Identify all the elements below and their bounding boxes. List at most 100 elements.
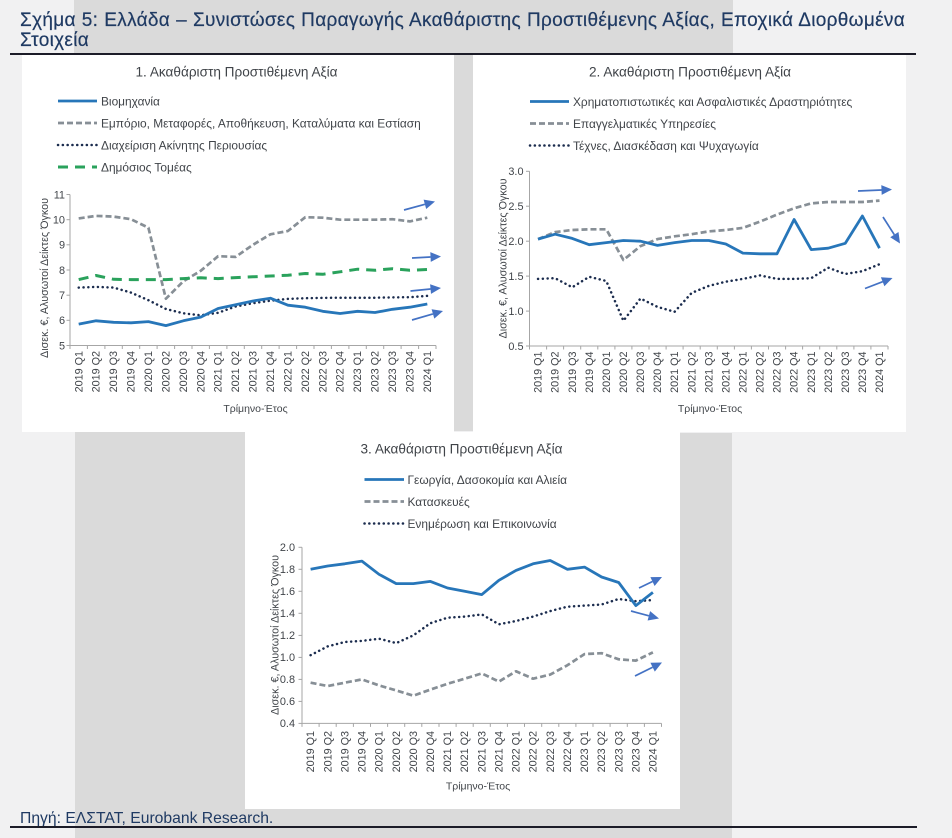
svg-text:2021 Q3: 2021 Q3 xyxy=(476,731,488,772)
svg-text:2022 Q3: 2022 Q3 xyxy=(772,352,784,393)
svg-text:2020 Q1: 2020 Q1 xyxy=(143,351,155,392)
svg-text:2024 Q1: 2024 Q1 xyxy=(648,731,660,772)
svg-text:2020 Q3: 2020 Q3 xyxy=(408,731,420,772)
svg-text:5: 5 xyxy=(59,340,65,352)
svg-text:1.4: 1.4 xyxy=(280,608,295,620)
svg-text:Ενημέρωση και Επικοινωνία: Ενημέρωση και Επικοινωνία xyxy=(408,517,557,531)
svg-text:Εμπόριο, Μεταφορές, Αποθήκευση: Εμπόριο, Μεταφορές, Αποθήκευση, Καταλύμα… xyxy=(101,116,421,130)
svg-text:0.8: 0.8 xyxy=(280,674,295,686)
svg-text:2022 Q1: 2022 Q1 xyxy=(511,731,523,772)
svg-text:2021 Q3: 2021 Q3 xyxy=(703,352,715,393)
svg-text:2019 Q1: 2019 Q1 xyxy=(73,351,85,392)
svg-text:2022 Q4: 2022 Q4 xyxy=(789,352,801,393)
svg-text:Επαγγελματικές Υπηρεσίες: Επαγγελματικές Υπηρεσίες xyxy=(573,117,716,131)
svg-text:2021 Q4: 2021 Q4 xyxy=(720,352,732,393)
svg-text:2021 Q1: 2021 Q1 xyxy=(442,731,454,772)
svg-text:2020 Q4: 2020 Q4 xyxy=(425,731,437,772)
svg-text:2020 Q3: 2020 Q3 xyxy=(178,351,190,392)
svg-text:2020 Q1: 2020 Q1 xyxy=(601,352,613,393)
svg-text:2021 Q3: 2021 Q3 xyxy=(248,351,260,392)
svg-text:2023 Q3: 2023 Q3 xyxy=(613,731,625,772)
svg-text:10: 10 xyxy=(53,215,65,227)
svg-text:2021 Q2: 2021 Q2 xyxy=(686,352,698,393)
svg-text:Δισεκ. €, Αλυσωτοί Δείκτες Όγκ: Δισεκ. €, Αλυσωτοί Δείκτες Όγκου xyxy=(39,198,51,358)
svg-text:2.0: 2.0 xyxy=(280,542,295,554)
svg-text:0.5: 0.5 xyxy=(508,341,523,353)
svg-text:2022 Q3: 2022 Q3 xyxy=(545,731,557,772)
svg-text:2023 Q3: 2023 Q3 xyxy=(387,351,399,392)
svg-text:1.0: 1.0 xyxy=(280,652,295,664)
svg-text:1.2: 1.2 xyxy=(280,630,295,642)
svg-text:Διαχείριση Ακίνητης Περιουσίας: Διαχείριση Ακίνητης Περιουσίας xyxy=(101,138,267,152)
svg-text:2019 Q4: 2019 Q4 xyxy=(126,351,138,392)
svg-text:2024 Q1: 2024 Q1 xyxy=(422,351,434,392)
svg-text:2019 Q4: 2019 Q4 xyxy=(584,352,596,393)
svg-text:2023 Q1: 2023 Q1 xyxy=(806,352,818,393)
svg-text:2024 Q1: 2024 Q1 xyxy=(874,352,886,393)
svg-text:2019 Q2: 2019 Q2 xyxy=(91,351,103,392)
svg-text:Τρίμηνο-Έτος: Τρίμηνο-Έτος xyxy=(678,403,742,415)
svg-text:2023 Q2: 2023 Q2 xyxy=(596,731,608,772)
svg-text:1. Ακαθάριστη Προστιθέμενη Αξί: 1. Ακαθάριστη Προστιθέμενη Αξία xyxy=(135,65,337,80)
svg-text:2.5: 2.5 xyxy=(508,201,523,213)
svg-text:Δισεκ. €, Αλυσωτοί Δείκτες Όγκ: Δισεκ. €, Αλυσωτοί Δείκτες Όγκου xyxy=(498,178,510,338)
svg-text:2023 Q1: 2023 Q1 xyxy=(352,351,364,392)
svg-text:2022 Q2: 2022 Q2 xyxy=(300,351,312,392)
svg-text:2019 Q2: 2019 Q2 xyxy=(550,352,562,393)
svg-text:8: 8 xyxy=(59,265,65,277)
svg-text:2022 Q2: 2022 Q2 xyxy=(755,352,767,393)
svg-text:2020 Q1: 2020 Q1 xyxy=(374,731,386,772)
svg-text:2022 Q4: 2022 Q4 xyxy=(335,351,347,392)
svg-text:Δισεκ. €, Αλυσωτοί Δείκτες Όγκ: Δισεκ. €, Αλυσωτοί Δείκτες Όγκου xyxy=(270,555,282,715)
svg-text:3.0: 3.0 xyxy=(508,166,523,178)
svg-text:2020 Q3: 2020 Q3 xyxy=(635,352,647,393)
svg-text:Γεωργία, Δασοκομία και Αλιεία: Γεωργία, Δασοκομία και Αλιεία xyxy=(408,473,568,487)
svg-text:2023 Q2: 2023 Q2 xyxy=(370,351,382,392)
svg-text:Κατασκευές: Κατασκευές xyxy=(408,495,470,509)
svg-text:2020 Q2: 2020 Q2 xyxy=(391,731,403,772)
svg-text:2020 Q2: 2020 Q2 xyxy=(618,352,630,393)
svg-text:2019 Q3: 2019 Q3 xyxy=(567,352,579,393)
svg-text:2021 Q2: 2021 Q2 xyxy=(230,351,242,392)
svg-text:2019 Q1: 2019 Q1 xyxy=(305,731,317,772)
svg-text:0.4: 0.4 xyxy=(280,718,295,730)
svg-text:3. Ακαθάριστη Προστιθέμενη Αξί: 3. Ακαθάριστη Προστιθέμενη Αξία xyxy=(360,442,562,457)
svg-text:1.8: 1.8 xyxy=(280,564,295,576)
svg-text:11: 11 xyxy=(54,189,65,201)
svg-text:2020 Q4: 2020 Q4 xyxy=(195,351,207,392)
svg-text:2021 Q1: 2021 Q1 xyxy=(669,352,681,393)
svg-text:2. Ακαθάριστη Προστιθέμενη Αξί: 2. Ακαθάριστη Προστιθέμενη Αξία xyxy=(589,65,791,80)
svg-text:1.0: 1.0 xyxy=(508,306,523,318)
svg-text:2.0: 2.0 xyxy=(508,236,523,248)
svg-text:2021 Q2: 2021 Q2 xyxy=(459,731,471,772)
svg-text:1.5: 1.5 xyxy=(508,271,523,283)
svg-text:Τρίμηνο-Έτος: Τρίμηνο-Έτος xyxy=(223,403,287,415)
svg-text:Τέχνες, Διασκέδαση και Ψυχαγωγ: Τέχνες, Διασκέδαση και Ψυχαγωγία xyxy=(573,139,759,153)
svg-text:6: 6 xyxy=(59,315,65,327)
svg-text:2022 Q1: 2022 Q1 xyxy=(738,352,750,393)
svg-text:9: 9 xyxy=(59,240,65,252)
svg-text:2023 Q4: 2023 Q4 xyxy=(630,731,642,772)
svg-text:2019 Q3: 2019 Q3 xyxy=(339,731,351,772)
svg-text:2022 Q4: 2022 Q4 xyxy=(562,731,574,772)
svg-text:2023 Q4: 2023 Q4 xyxy=(405,351,417,392)
svg-text:2022 Q3: 2022 Q3 xyxy=(317,351,329,392)
svg-text:2023 Q2: 2023 Q2 xyxy=(823,352,835,393)
svg-text:2020 Q2: 2020 Q2 xyxy=(161,351,173,392)
svg-text:2019 Q3: 2019 Q3 xyxy=(108,351,120,392)
svg-text:7: 7 xyxy=(59,290,65,302)
svg-text:Βιομηχανία: Βιομηχανία xyxy=(101,94,160,108)
svg-text:2023 Q1: 2023 Q1 xyxy=(579,731,591,772)
svg-text:Χρηματοπιστωτικές και Ασφαλιστ: Χρηματοπιστωτικές και Ασφαλιστικές Δραστ… xyxy=(573,95,853,109)
svg-text:2020 Q4: 2020 Q4 xyxy=(652,352,664,393)
svg-text:2021 Q4: 2021 Q4 xyxy=(494,731,506,772)
svg-text:2021 Q1: 2021 Q1 xyxy=(213,351,225,392)
svg-text:2019 Q1: 2019 Q1 xyxy=(533,352,545,393)
svg-text:Τρίμηνο-Έτος: Τρίμηνο-Έτος xyxy=(446,781,510,793)
svg-text:1.6: 1.6 xyxy=(280,586,295,598)
svg-text:2019 Q4: 2019 Q4 xyxy=(357,731,369,772)
svg-text:2021 Q4: 2021 Q4 xyxy=(265,351,277,392)
svg-text:2022 Q2: 2022 Q2 xyxy=(528,731,540,772)
svg-text:0.6: 0.6 xyxy=(280,696,295,708)
svg-text:2022 Q1: 2022 Q1 xyxy=(283,351,295,392)
